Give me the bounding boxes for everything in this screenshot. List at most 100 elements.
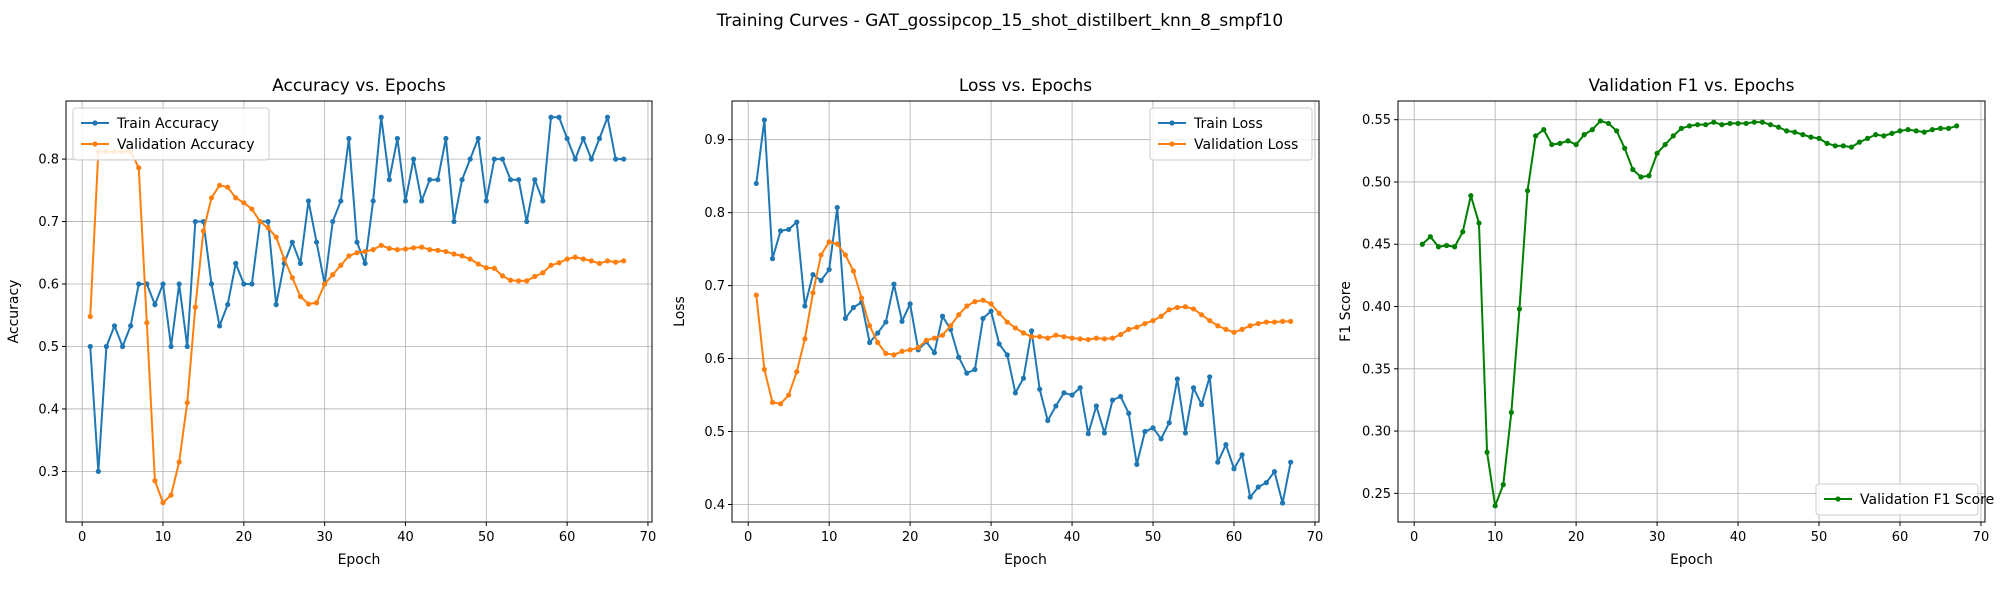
data-point	[467, 156, 473, 162]
data-point	[176, 281, 182, 287]
x-tick-label: 60	[559, 530, 576, 545]
data-point	[362, 248, 368, 255]
data-point	[556, 260, 562, 266]
data-point	[1460, 229, 1466, 235]
data-point	[354, 250, 360, 256]
data-point	[1101, 430, 1108, 436]
data-point	[370, 198, 376, 204]
data-point	[1443, 242, 1450, 249]
data-point	[604, 114, 611, 120]
data-point	[524, 278, 530, 284]
data-point	[1751, 119, 1757, 125]
data-point	[907, 301, 913, 307]
data-point	[427, 247, 433, 253]
data-point	[233, 260, 239, 266]
data-point	[1093, 403, 1099, 409]
x-tick-label: 60	[1226, 530, 1243, 545]
data-point	[1711, 119, 1717, 125]
legend-swatch-marker	[92, 141, 98, 147]
data-point	[483, 265, 489, 271]
data-point	[802, 303, 808, 309]
data-point	[144, 320, 150, 326]
data-point	[588, 258, 594, 264]
data-point	[1199, 401, 1205, 408]
y-axis-label: Loss	[672, 296, 688, 327]
data-point	[1166, 307, 1172, 313]
data-point	[1694, 122, 1701, 128]
data-point	[208, 281, 215, 287]
data-point	[931, 350, 938, 356]
legend: Validation F1 Score	[1815, 483, 1994, 516]
data-point	[939, 313, 946, 319]
data-point	[532, 273, 538, 280]
data-point	[1468, 193, 1474, 199]
data-point	[1271, 319, 1278, 325]
data-point	[289, 275, 295, 281]
data-point	[1824, 140, 1830, 146]
data-point	[459, 253, 465, 259]
data-point	[802, 336, 808, 342]
data-point	[1279, 500, 1286, 506]
data-point	[580, 256, 586, 262]
x-tick-label: 20	[1568, 530, 1585, 545]
data-point	[128, 323, 134, 329]
data-point	[1921, 129, 1927, 135]
data-point	[1288, 459, 1294, 465]
data-point	[1630, 166, 1636, 173]
legend-box	[1149, 107, 1313, 161]
legend-label: Validation F1 Score	[1860, 492, 1994, 508]
data-point	[842, 252, 848, 258]
data-point	[346, 253, 352, 259]
y-tick-label: 0.8	[38, 153, 59, 168]
data-point	[1427, 234, 1433, 240]
data-point	[834, 241, 840, 247]
y-tick-label: 0.25	[1362, 487, 1391, 502]
data-point	[265, 218, 271, 225]
data-point	[491, 156, 497, 162]
data-point	[850, 304, 857, 311]
data-point	[297, 293, 303, 300]
data-point	[988, 308, 994, 314]
legend-box	[72, 107, 270, 161]
data-point	[1134, 461, 1140, 467]
data-point	[753, 180, 759, 187]
legend-label: Train Accuracy	[116, 116, 219, 132]
data-point	[964, 370, 970, 376]
x-axis-label: Epoch	[1670, 552, 1713, 568]
data-point	[1174, 376, 1180, 382]
x-axis-label: Epoch	[338, 552, 381, 568]
data-point	[257, 218, 263, 225]
legend-box	[1815, 483, 1979, 516]
data-point	[1678, 125, 1684, 131]
data-point	[1800, 132, 1806, 138]
data-point	[1792, 129, 1798, 135]
data-point	[1142, 428, 1148, 435]
data-point	[103, 343, 110, 350]
data-point	[338, 198, 344, 204]
data-point	[1020, 375, 1027, 381]
data-point	[769, 399, 776, 405]
x-tick-label: 30	[316, 530, 333, 545]
data-point	[850, 268, 857, 274]
data-point	[826, 266, 832, 273]
data-point	[1516, 306, 1523, 312]
data-point	[1207, 318, 1213, 324]
data-point	[265, 225, 271, 231]
x-tick-label: 20	[902, 530, 919, 545]
y-tick-label: 0.6	[38, 278, 59, 293]
data-point	[875, 339, 881, 346]
data-point	[524, 218, 530, 225]
data-point	[1093, 335, 1099, 341]
data-point	[386, 177, 392, 183]
data-point	[1605, 120, 1612, 127]
data-point	[87, 313, 93, 320]
data-point	[858, 295, 865, 301]
data-point	[1945, 125, 1952, 131]
data-point	[1848, 144, 1855, 150]
data-point	[241, 281, 247, 287]
data-point	[1905, 127, 1911, 133]
data-point	[915, 345, 921, 351]
data-point	[87, 343, 93, 350]
data-point	[1435, 244, 1442, 250]
data-point	[1271, 469, 1278, 475]
